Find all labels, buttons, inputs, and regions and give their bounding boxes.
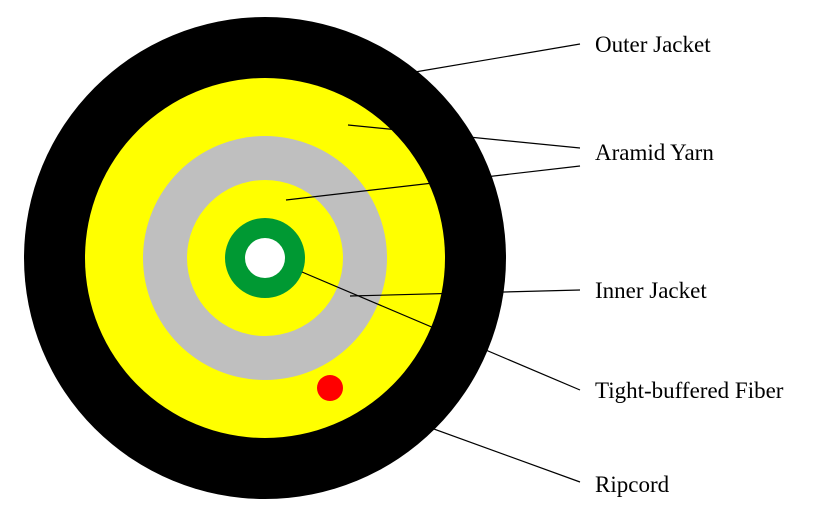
ripcord-dot	[317, 375, 343, 401]
label-aramid-yarn: Aramid Yarn	[595, 140, 714, 166]
label-outer-jacket: Outer Jacket	[595, 32, 711, 58]
ring-core-hole	[245, 238, 285, 278]
label-inner-jacket: Inner Jacket	[595, 278, 707, 304]
label-ripcord: Ripcord	[595, 472, 669, 498]
cable-cross-section-diagram: Outer Jacket Aramid Yarn Inner Jacket Ti…	[0, 0, 832, 519]
label-tight-buffered-fiber: Tight-buffered Fiber	[595, 378, 783, 404]
